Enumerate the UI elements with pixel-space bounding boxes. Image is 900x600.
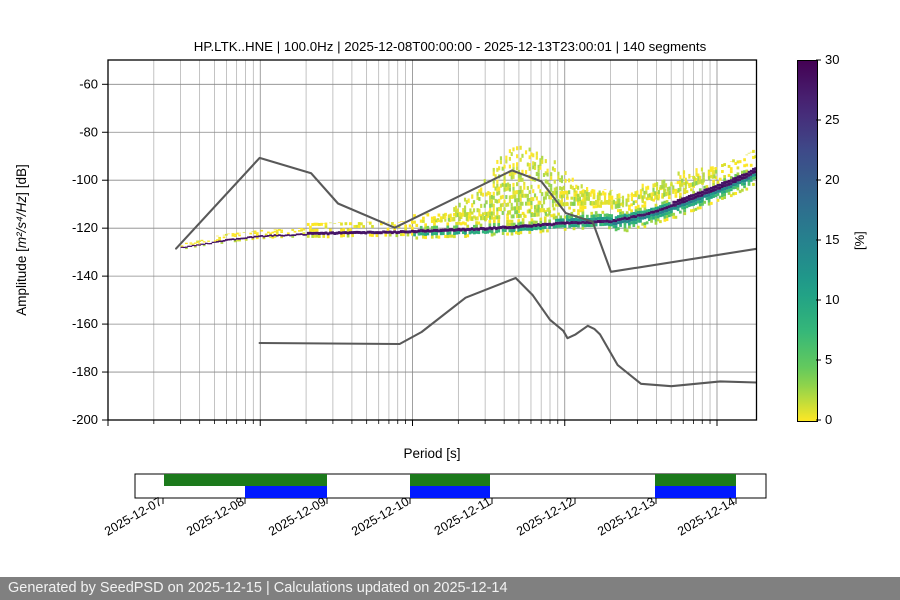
svg-text:20: 20 <box>825 172 839 187</box>
svg-text:0.1: 0.1 <box>251 428 269 430</box>
svg-text:0.01: 0.01 <box>95 428 120 430</box>
svg-text:15: 15 <box>825 232 839 247</box>
svg-text:2025-12-11: 2025-12-11 <box>432 494 494 538</box>
svg-text:-100: -100 <box>72 172 98 187</box>
svg-text:-200: -200 <box>72 412 98 427</box>
svg-text:2025-12-13: 2025-12-13 <box>595 494 657 538</box>
svg-text:10: 10 <box>558 428 572 430</box>
svg-text:2025-12-09: 2025-12-09 <box>266 494 328 538</box>
svg-text:-180: -180 <box>72 364 98 379</box>
svg-text:2025-12-08: 2025-12-08 <box>184 494 246 538</box>
svg-text:-80: -80 <box>79 124 98 139</box>
svg-text:2025-12-07: 2025-12-07 <box>102 494 164 538</box>
svg-text:1: 1 <box>409 428 416 430</box>
svg-text:10: 10 <box>825 292 839 307</box>
svg-text:25: 25 <box>825 112 839 127</box>
svg-text:-120: -120 <box>72 220 98 235</box>
svg-text:30: 30 <box>825 55 839 67</box>
svg-text:0: 0 <box>825 412 832 425</box>
svg-text:5: 5 <box>825 352 832 367</box>
svg-text:2025-12-14: 2025-12-14 <box>675 494 737 538</box>
svg-text:-60: -60 <box>79 76 98 91</box>
svg-text:2025-12-12: 2025-12-12 <box>514 494 576 538</box>
svg-text:-140: -140 <box>72 268 98 283</box>
svg-text:-160: -160 <box>72 316 98 331</box>
svg-text:100: 100 <box>706 428 728 430</box>
svg-text:2025-12-10: 2025-12-10 <box>349 494 411 538</box>
